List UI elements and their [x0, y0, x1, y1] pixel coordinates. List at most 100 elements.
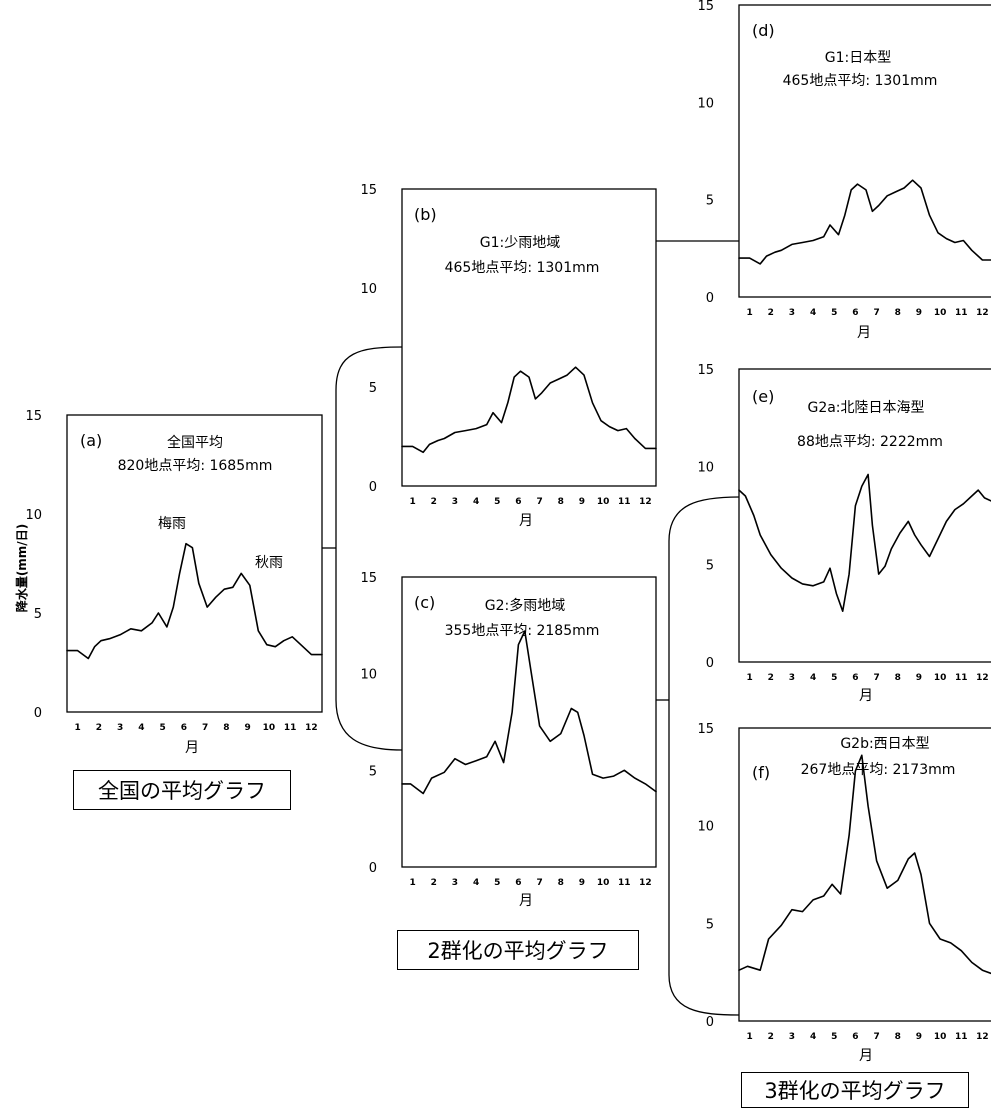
x-tick-label: 10: [597, 878, 610, 888]
x-tick-label: 8: [895, 673, 901, 683]
y-tick-label: 5: [369, 764, 377, 779]
x-tick-label: 6: [852, 673, 858, 683]
x-tick-label: 7: [873, 308, 879, 318]
panel-title: G2:多雨地域: [485, 597, 565, 614]
x-tick-label: 12: [976, 673, 989, 683]
series-line: [738, 473, 991, 613]
panel-letter: (b): [414, 205, 437, 224]
x-tick-label: 10: [934, 1032, 947, 1042]
y-tick-label: 15: [25, 409, 42, 424]
y-tick-label: 10: [697, 820, 714, 835]
y-tick-label: 0: [34, 706, 42, 721]
panel-letter: (d): [752, 21, 775, 40]
y-tick-label: 0: [369, 861, 377, 876]
x-tick-label: 5: [494, 878, 500, 888]
y-tick-label: 10: [697, 461, 714, 476]
x-axis-label: 月: [859, 688, 873, 704]
panel-subtitle: 355地点平均: 2185mm: [445, 623, 600, 639]
x-tick-label: 3: [452, 878, 458, 888]
y-axis-label: 降水量(mm/日): [14, 524, 29, 612]
x-tick-label: 4: [473, 497, 479, 507]
x-tick-label: 11: [618, 878, 631, 888]
x-tick-label: 12: [976, 308, 989, 318]
x-tick-label: 1: [409, 878, 415, 888]
panel-frame: [738, 4, 991, 298]
y-tick-label: 10: [360, 282, 377, 297]
series-line: [738, 754, 991, 975]
y-tick-label: 10: [360, 668, 377, 683]
x-tick-label: 10: [597, 497, 610, 507]
annotation-label: 梅雨: [158, 516, 186, 532]
x-tick-label: 7: [536, 497, 542, 507]
y-tick-label: 5: [706, 558, 714, 573]
x-tick-label: 11: [955, 308, 968, 318]
x-tick-label: 3: [452, 497, 458, 507]
x-tick-label: 6: [181, 723, 187, 733]
x-tick-label: 10: [934, 673, 947, 683]
y-tick-label: 0: [706, 1015, 714, 1030]
panel-title: 全国平均: [167, 434, 223, 451]
series-line: [401, 366, 657, 454]
x-axis-label: 月: [859, 1048, 873, 1064]
y-tick-label: 0: [706, 291, 714, 306]
caption-all-average: 全国の平均グラフ: [73, 770, 291, 810]
x-tick-label: 4: [810, 1032, 816, 1042]
x-tick-label: 6: [515, 497, 521, 507]
x-tick-label: 1: [409, 497, 415, 507]
x-tick-label: 3: [789, 1032, 795, 1042]
x-tick-label: 1: [746, 308, 752, 318]
x-tick-label: 10: [934, 308, 947, 318]
x-tick-label: 2: [431, 878, 437, 888]
y-tick-label: 5: [706, 194, 714, 209]
y-tick-label: 0: [369, 480, 377, 495]
x-tick-label: 11: [284, 723, 297, 733]
x-tick-label: 5: [831, 1032, 837, 1042]
x-tick-label: 6: [852, 1032, 858, 1042]
x-tick-label: 5: [159, 723, 165, 733]
x-tick-label: 6: [852, 308, 858, 318]
panel-frame: [401, 576, 657, 868]
x-tick-label: 9: [244, 723, 250, 733]
x-tick-label: 12: [305, 723, 318, 733]
x-tick-label: 2: [768, 1032, 774, 1042]
x-tick-label: 12: [639, 878, 652, 888]
x-tick-label: 12: [639, 497, 652, 507]
y-tick-label: 15: [697, 722, 714, 737]
x-tick-label: 8: [895, 308, 901, 318]
x-tick-label: 11: [955, 673, 968, 683]
caption-two-groups: 2群化の平均グラフ: [397, 930, 639, 970]
x-tick-label: 9: [916, 1032, 922, 1042]
x-tick-label: 2: [768, 673, 774, 683]
x-tick-label: 8: [223, 723, 229, 733]
connector-line: [668, 496, 740, 1016]
panel-title: G2a:北陸日本海型: [807, 400, 924, 416]
x-axis-label: 月: [519, 513, 533, 529]
x-tick-label: 1: [746, 1032, 752, 1042]
x-tick-label: 7: [873, 1032, 879, 1042]
x-tick-label: 12: [976, 1032, 989, 1042]
x-tick-label: 1: [74, 723, 80, 733]
x-tick-label: 3: [789, 673, 795, 683]
x-tick-label: 7: [202, 723, 208, 733]
series-line: [66, 542, 323, 660]
x-tick-label: 9: [579, 878, 585, 888]
x-tick-label: 3: [789, 308, 795, 318]
series-line: [401, 630, 657, 795]
x-tick-label: 7: [873, 673, 879, 683]
x-tick-label: 5: [494, 497, 500, 507]
x-tick-label: 11: [618, 497, 631, 507]
panel-subtitle: 465地点平均: 1301mm: [783, 73, 938, 89]
panel-title: G2b:西日本型: [840, 736, 929, 752]
x-axis-label: 月: [857, 325, 871, 341]
x-tick-label: 5: [831, 308, 837, 318]
x-tick-label: 6: [515, 878, 521, 888]
x-tick-label: 9: [916, 673, 922, 683]
panel-letter: (c): [414, 593, 435, 612]
